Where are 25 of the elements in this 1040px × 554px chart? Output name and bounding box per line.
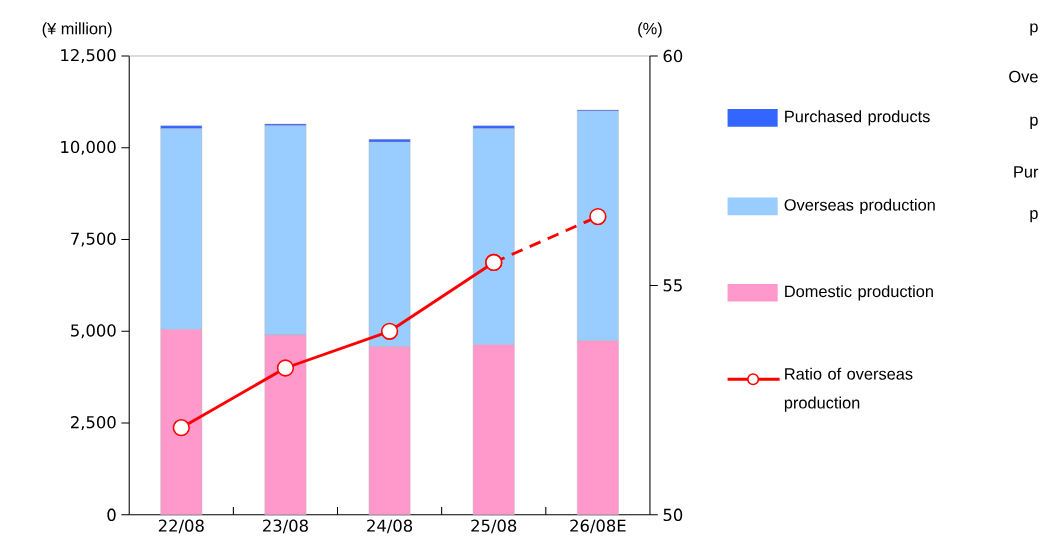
y-tick-label: 10,000 (61, 140, 116, 155)
y2-tick-label: 50 (663, 508, 683, 521)
y-tick-label: 7,500 (71, 232, 116, 247)
x-tick-label: 25/08 (471, 519, 517, 534)
legend-label: Overseas production (784, 198, 935, 214)
y-tick-label: 5,000 (71, 324, 116, 339)
y2-tick-label: 55 (663, 279, 682, 292)
y2-tick-label: 60 (663, 49, 683, 63)
text: p (1030, 209, 1038, 223)
y2-axis-title: (%) (638, 22, 662, 38)
x-tick-label: 24/08 (367, 519, 413, 534)
y-tick-label: 12,500 (61, 48, 116, 63)
x-tick-label: 23/08 (263, 519, 308, 534)
legend-label: Purchased products (785, 110, 930, 126)
x-tick-label: 22/08 (158, 519, 204, 534)
text: Ove (1009, 70, 1038, 83)
text: p (1030, 116, 1038, 129)
legend-label: Domestic production (785, 285, 933, 301)
text: Pur (1014, 166, 1039, 178)
y-tick-label: 2,500 (71, 415, 116, 431)
legend-label: Ratio of overseas production (784, 367, 913, 412)
y-axis-title: (¥ million) (42, 22, 112, 38)
x-tick-label: 26/08E (570, 519, 626, 534)
text: p (1030, 23, 1038, 36)
y-tick-label: 0 (107, 508, 116, 521)
